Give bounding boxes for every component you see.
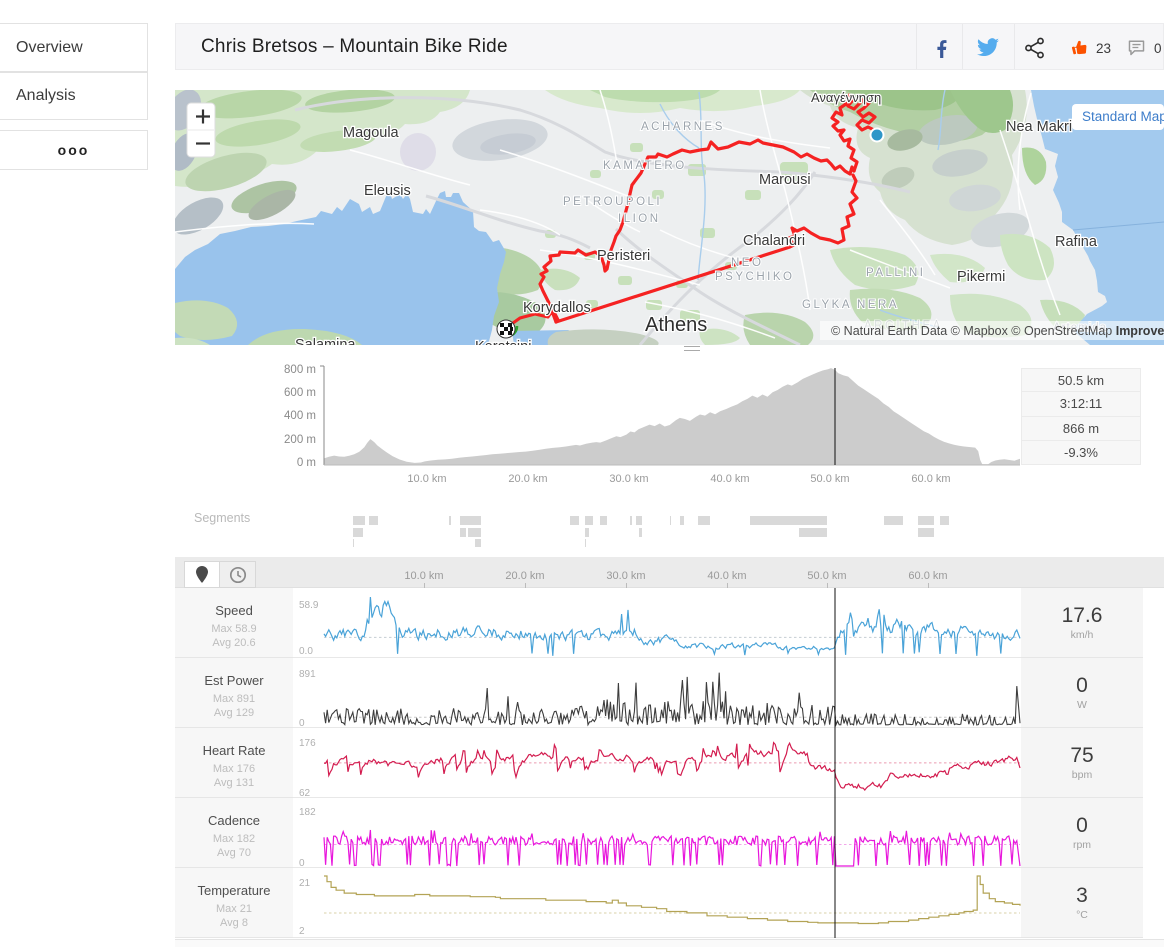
svg-text:PALLINI: PALLINI [866,267,925,279]
svg-text:GLYKA NERA: GLYKA NERA [802,299,899,311]
svg-text:PSYCHIKO: PSYCHIKO [715,271,794,283]
svg-text:Standard Map: Standard Map [1082,109,1164,124]
svg-text:Chalandri: Chalandri [743,233,805,249]
svg-text:Korydallos: Korydallos [523,300,591,316]
svg-text:Pikermi: Pikermi [957,269,1005,285]
svg-text:Salamina: Salamina [295,337,356,345]
svg-text:Keratsini: Keratsini [475,339,531,345]
svg-text:Peristeri: Peristeri [597,248,650,264]
svg-text:Athens: Athens [645,314,707,336]
svg-text:Marousi: Marousi [759,172,811,188]
svg-text:ILION: ILION [618,213,661,225]
svg-text:Eleusis: Eleusis [364,183,411,199]
svg-text:© Natural Earth Data © Mapbox: © Natural Earth Data © Mapbox © OpenStre… [831,324,1164,338]
svg-text:Rafina: Rafina [1055,234,1098,250]
svg-text:NEO: NEO [731,257,763,269]
svg-text:ACHARNES: ACHARNES [641,121,725,133]
svg-text:Nea Makri: Nea Makri [1006,119,1072,135]
svg-text:Αναγέννηση: Αναγέννηση [811,90,881,105]
svg-text:PETROUPOLI: PETROUPOLI [563,196,662,208]
svg-text:Magoula: Magoula [343,125,400,141]
svg-text:KAMATERO: KAMATERO [603,160,687,172]
